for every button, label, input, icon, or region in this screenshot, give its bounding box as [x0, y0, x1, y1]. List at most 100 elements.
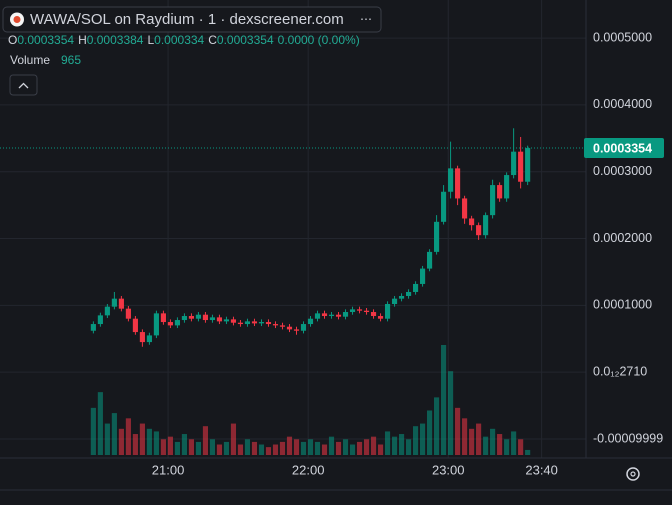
volume-bar [132, 434, 138, 455]
candle-body [342, 312, 349, 317]
volume-bar [370, 436, 377, 455]
volume-bar [476, 423, 482, 455]
y-tick-label: 0.0002000 [593, 231, 652, 245]
x-tick-label: 23:40 [525, 462, 558, 477]
volume-layer [90, 345, 531, 455]
volume-bar [258, 444, 265, 455]
candle-body [476, 225, 482, 236]
candle-body [321, 313, 328, 317]
candle-body [370, 312, 377, 317]
ohlc-change: 0.0000 (0.00%) [278, 33, 360, 47]
volume-bar [427, 410, 433, 455]
gear-center [630, 471, 636, 477]
volume-bar [384, 431, 391, 455]
ohlc-label: C [208, 33, 217, 47]
candle-body [356, 309, 363, 311]
candle-body [286, 326, 293, 330]
volume-bar [405, 439, 412, 455]
candle-body [504, 175, 510, 199]
ohlc-line: O 0.0003354 H 0.0003384 L 0.000334 C 0.0003354 0… [8, 33, 360, 47]
candle-body [216, 317, 223, 322]
candle-body [469, 218, 475, 226]
candle-body [427, 251, 433, 269]
volume-bar [90, 407, 96, 455]
candle-body [462, 198, 468, 219]
candle-body [167, 322, 173, 326]
title-box[interactable] [2, 6, 382, 33]
candle-body [265, 322, 272, 325]
candle-body [90, 324, 96, 331]
volume-bar [307, 439, 314, 455]
ohlc-value: 0.0003384 [87, 33, 144, 47]
volume-bar [286, 436, 293, 455]
candle-body [490, 185, 496, 216]
candle-body [223, 319, 230, 322]
candle-body [244, 321, 251, 325]
candle-body [314, 313, 321, 319]
candle-body [111, 298, 117, 307]
candle-body [420, 268, 426, 284]
candle-body [349, 309, 356, 313]
candle-body [118, 298, 124, 309]
volume-bar [139, 423, 145, 455]
candle-body [293, 329, 300, 331]
candle-body [412, 283, 419, 292]
candle-body [237, 322, 244, 325]
volume-bar [118, 428, 124, 455]
volume-bar [209, 439, 216, 455]
settings-button[interactable] [626, 467, 640, 481]
volume-bar [174, 441, 180, 455]
volume-bar [342, 439, 349, 455]
candle-body [497, 185, 503, 199]
volume-bar [483, 436, 489, 455]
candle-body [181, 316, 187, 321]
volume-bar [511, 431, 517, 455]
volume-bar [398, 434, 405, 455]
candle-body [195, 314, 202, 319]
volume-bar [181, 434, 187, 455]
candle-body [279, 325, 286, 327]
candle-body [202, 314, 209, 321]
volume-bar [160, 439, 166, 455]
volume-bar [272, 444, 279, 455]
volume-bar [230, 423, 237, 455]
volume-bar [216, 444, 223, 455]
volume-bar [223, 441, 230, 455]
volume-bar [335, 441, 342, 455]
volume-bar [314, 441, 321, 455]
volume-bar [237, 444, 244, 455]
volume-bar [97, 392, 103, 455]
candle-body [132, 318, 138, 333]
y-tick-label: 0.0001000 [593, 298, 652, 312]
header: WAWA/SOL on Raydium · 1 · dexscreener.co… [2, 6, 382, 96]
more-icon[interactable]: ⋯ [360, 12, 372, 26]
volume-bar [420, 423, 426, 455]
last-price-box [584, 138, 664, 159]
candle-body [97, 315, 103, 325]
candle-body [518, 151, 524, 182]
y-tick-label: 0.0005000 [593, 30, 652, 44]
volume-bar [167, 436, 173, 455]
candle-body [384, 304, 391, 319]
candle-layer [90, 128, 531, 347]
ohlc-label: L [147, 33, 154, 47]
volume-bar [146, 428, 152, 455]
ohlc-value: 0.0003354 [17, 33, 74, 47]
candle-body [363, 310, 370, 313]
candle-body [328, 314, 335, 317]
volume-bar [469, 428, 475, 455]
collapse-button[interactable] [9, 74, 38, 96]
volume-bar [293, 439, 300, 455]
volume-bar [455, 407, 461, 455]
candle-body [335, 314, 342, 317]
volume-bar [153, 431, 159, 455]
volume-bar [441, 345, 447, 455]
candle-body [307, 318, 314, 325]
ohlc-value: 0.000334 [154, 33, 204, 47]
volume-bar [490, 428, 496, 455]
candle-body [300, 324, 307, 331]
volume-bar [195, 441, 202, 455]
volume-bar [188, 439, 194, 455]
